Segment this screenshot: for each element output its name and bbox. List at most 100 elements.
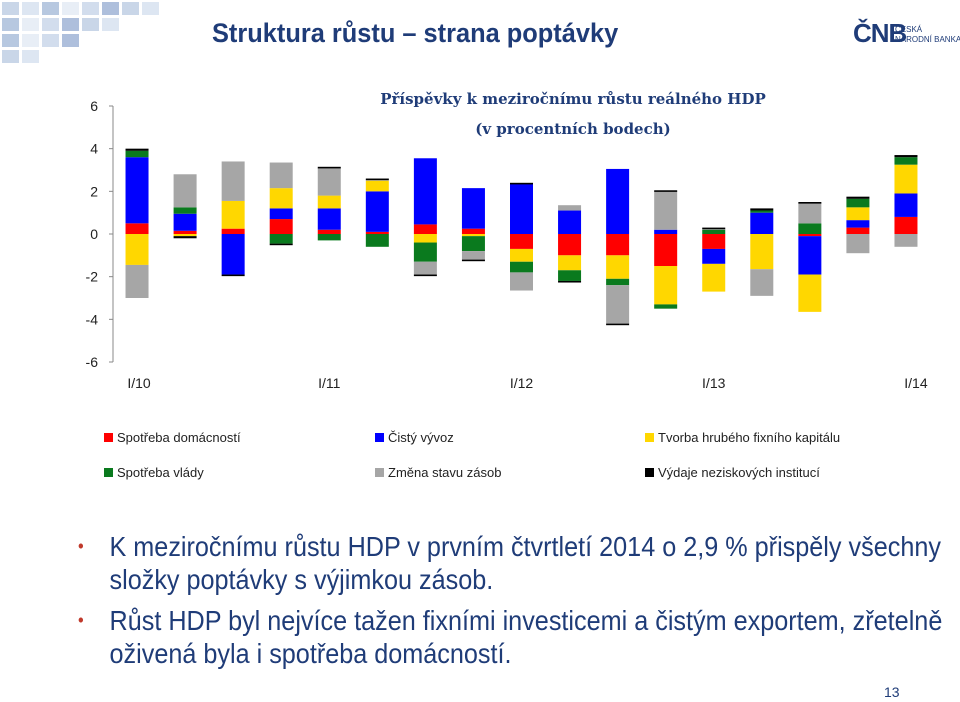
y-tick-label: 2 bbox=[90, 183, 98, 199]
bar-segment-household bbox=[894, 216, 918, 234]
bar-segment-gfcf bbox=[413, 234, 437, 243]
decor-square bbox=[82, 2, 99, 15]
decor-square bbox=[62, 18, 79, 31]
bar-segment-household bbox=[365, 231, 389, 234]
bar-segment-government bbox=[365, 234, 389, 247]
legend-npish: Výdaje neziskových institucí bbox=[645, 465, 820, 480]
bar-segment-government bbox=[846, 198, 870, 208]
legend-swatch bbox=[645, 433, 654, 442]
legend-swatch bbox=[645, 468, 654, 477]
legend-swatch bbox=[375, 468, 384, 477]
bar-segment-inventories bbox=[413, 261, 437, 275]
bar-segment-npish bbox=[750, 208, 774, 211]
x-tick-label: I/13 bbox=[702, 375, 726, 391]
bar-segment-government bbox=[125, 150, 149, 158]
bar-segment-net_export bbox=[173, 213, 197, 231]
bar-segment-government bbox=[413, 242, 437, 262]
bar-segment-household bbox=[558, 234, 582, 256]
decor-square bbox=[62, 2, 79, 15]
bar-segment-inventories bbox=[461, 251, 485, 260]
bar-segment-government bbox=[798, 223, 822, 234]
bar-segment-inventories bbox=[606, 285, 630, 324]
bar-segment-inventories bbox=[269, 162, 293, 189]
x-tick-label: I/10 bbox=[127, 375, 151, 391]
page-number: 13 bbox=[884, 684, 900, 700]
bar-segment-npish bbox=[558, 280, 582, 283]
decor-square bbox=[122, 2, 139, 15]
decor-square bbox=[102, 18, 119, 31]
legend-label: Spotřeba vlády bbox=[117, 465, 204, 480]
bar-segment-gfcf bbox=[894, 164, 918, 194]
bar-segment-gfcf bbox=[702, 263, 726, 292]
bar-segment-gfcf bbox=[846, 207, 870, 221]
bar-segment-gfcf bbox=[221, 200, 245, 229]
bar-segment-gfcf bbox=[606, 255, 630, 279]
bar-segment-government bbox=[461, 236, 485, 252]
bar-segment-household bbox=[173, 230, 197, 234]
bar-segment-gfcf bbox=[317, 195, 341, 209]
y-tick-label: -4 bbox=[86, 311, 99, 327]
legend-swatch bbox=[375, 433, 384, 442]
bar-segment-government bbox=[510, 261, 533, 273]
bar-segment-government bbox=[317, 234, 341, 241]
bar-segment-inventories bbox=[558, 205, 582, 211]
bar-segment-net_export bbox=[221, 234, 245, 275]
decor-square bbox=[2, 2, 19, 15]
y-tick-label: -6 bbox=[86, 354, 99, 370]
bar-segment-npish bbox=[317, 166, 341, 169]
decor-square bbox=[102, 2, 119, 15]
bar-segment-gfcf bbox=[461, 234, 485, 237]
bar-segment-inventories bbox=[654, 191, 678, 230]
bar-segment-household bbox=[461, 228, 485, 234]
bar-segment-government bbox=[606, 278, 630, 286]
bar-segment-government bbox=[702, 229, 726, 234]
bar-segment-household bbox=[317, 229, 341, 234]
bar-segment-npish bbox=[365, 178, 389, 181]
bar-segment-inventories bbox=[510, 272, 533, 291]
legend-gfcf: Tvorba hrubého fixního kapitálu bbox=[645, 430, 840, 445]
bar-segment-government bbox=[269, 234, 293, 244]
bar-segment-household bbox=[269, 219, 293, 234]
legend-label: Změna stavu zásob bbox=[388, 465, 502, 480]
bar-segment-net_export bbox=[269, 208, 293, 220]
decor-square bbox=[22, 34, 39, 47]
bar-segment-inventories bbox=[125, 264, 149, 298]
legend-household: Spotřeba domácností bbox=[104, 430, 241, 445]
bar-segment-npish bbox=[894, 155, 918, 158]
bar-segment-net_export bbox=[461, 188, 485, 229]
contributions-chart: Příspěvky k meziročnímu růstu reálného H… bbox=[86, 90, 928, 391]
bar-segment-net_export bbox=[606, 168, 630, 234]
bar-segment-household bbox=[125, 223, 149, 234]
decor-square bbox=[22, 50, 39, 63]
bar-segment-household bbox=[510, 234, 533, 249]
bar-segment-inventories bbox=[750, 269, 774, 296]
corner-decoration bbox=[2, 2, 159, 63]
bar-segment-gfcf bbox=[269, 188, 293, 209]
bar-segment-gfcf bbox=[750, 234, 774, 270]
bar-segment-net_export bbox=[317, 208, 341, 230]
logo-mark: ČNB bbox=[853, 18, 907, 48]
bar-segment-net_export bbox=[702, 248, 726, 264]
bullet-list: • K meziročnímu růstu HDP v prvním čtvrt… bbox=[78, 530, 942, 678]
bar-segment-npish bbox=[654, 190, 678, 192]
page-title: Struktura růstu – strana poptávky bbox=[212, 18, 619, 48]
bar-segment-household bbox=[221, 228, 245, 234]
y-tick-label: 0 bbox=[90, 226, 98, 242]
bar-segment-inventories bbox=[894, 234, 918, 247]
bar-segment-npish bbox=[702, 227, 726, 230]
decor-square bbox=[42, 18, 59, 31]
decor-square bbox=[142, 2, 159, 15]
bar-segment-npish bbox=[461, 259, 485, 262]
legend-swatch bbox=[104, 468, 113, 477]
bar-segment-inventories bbox=[798, 203, 822, 224]
legend-label: Výdaje neziskových institucí bbox=[658, 465, 820, 480]
x-tick-label: I/14 bbox=[904, 375, 928, 391]
bar-segment-net_export bbox=[750, 212, 774, 234]
bar-segment-inventories bbox=[173, 174, 197, 208]
bar-segment-gfcf bbox=[125, 234, 149, 265]
bullet-dot-icon: • bbox=[78, 536, 84, 556]
bullet-dot-icon: • bbox=[78, 610, 84, 630]
bar-segment-government bbox=[558, 270, 582, 281]
legend-swatch bbox=[104, 433, 113, 442]
x-tick-label: I/12 bbox=[510, 375, 534, 391]
